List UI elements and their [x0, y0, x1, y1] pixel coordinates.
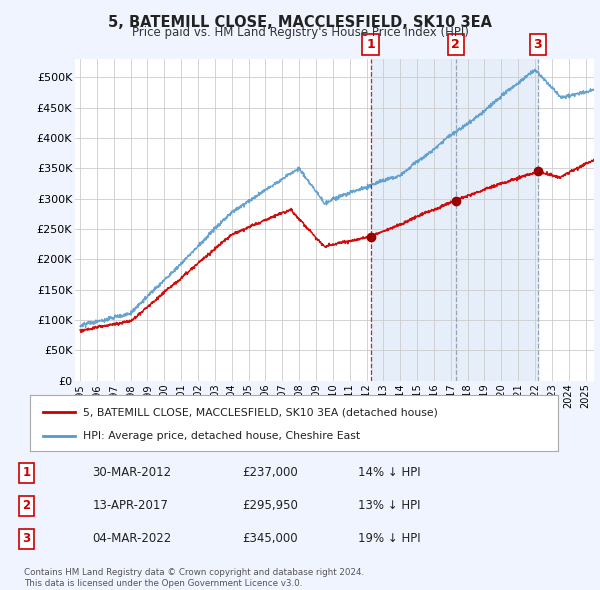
Text: £345,000: £345,000: [242, 532, 298, 546]
Text: 5, BATEMILL CLOSE, MACCLESFIELD, SK10 3EA: 5, BATEMILL CLOSE, MACCLESFIELD, SK10 3E…: [108, 15, 492, 30]
Text: £237,000: £237,000: [242, 466, 298, 480]
Bar: [455, 59, 538, 381]
Text: 13% ↓ HPI: 13% ↓ HPI: [358, 499, 420, 513]
Text: 3: 3: [22, 532, 31, 546]
Text: 2: 2: [451, 38, 460, 51]
Text: Contains HM Land Registry data © Crown copyright and database right 2024.: Contains HM Land Registry data © Crown c…: [24, 568, 364, 576]
Text: 30-MAR-2012: 30-MAR-2012: [92, 466, 172, 480]
Text: 14% ↓ HPI: 14% ↓ HPI: [358, 466, 420, 480]
Bar: [371, 59, 455, 381]
Text: 3: 3: [533, 38, 542, 51]
Text: 13-APR-2017: 13-APR-2017: [92, 499, 169, 513]
Text: HPI: Average price, detached house, Cheshire East: HPI: Average price, detached house, Ches…: [83, 431, 360, 441]
Text: 5, BATEMILL CLOSE, MACCLESFIELD, SK10 3EA (detached house): 5, BATEMILL CLOSE, MACCLESFIELD, SK10 3E…: [83, 407, 437, 417]
Text: This data is licensed under the Open Government Licence v3.0.: This data is licensed under the Open Gov…: [24, 579, 302, 588]
Text: £295,950: £295,950: [242, 499, 298, 513]
Text: 1: 1: [22, 466, 31, 480]
Text: 2: 2: [22, 499, 31, 513]
Text: 1: 1: [366, 38, 375, 51]
Text: Price paid vs. HM Land Registry's House Price Index (HPI): Price paid vs. HM Land Registry's House …: [131, 26, 469, 39]
Text: 19% ↓ HPI: 19% ↓ HPI: [358, 532, 420, 546]
Text: 04-MAR-2022: 04-MAR-2022: [92, 532, 172, 546]
